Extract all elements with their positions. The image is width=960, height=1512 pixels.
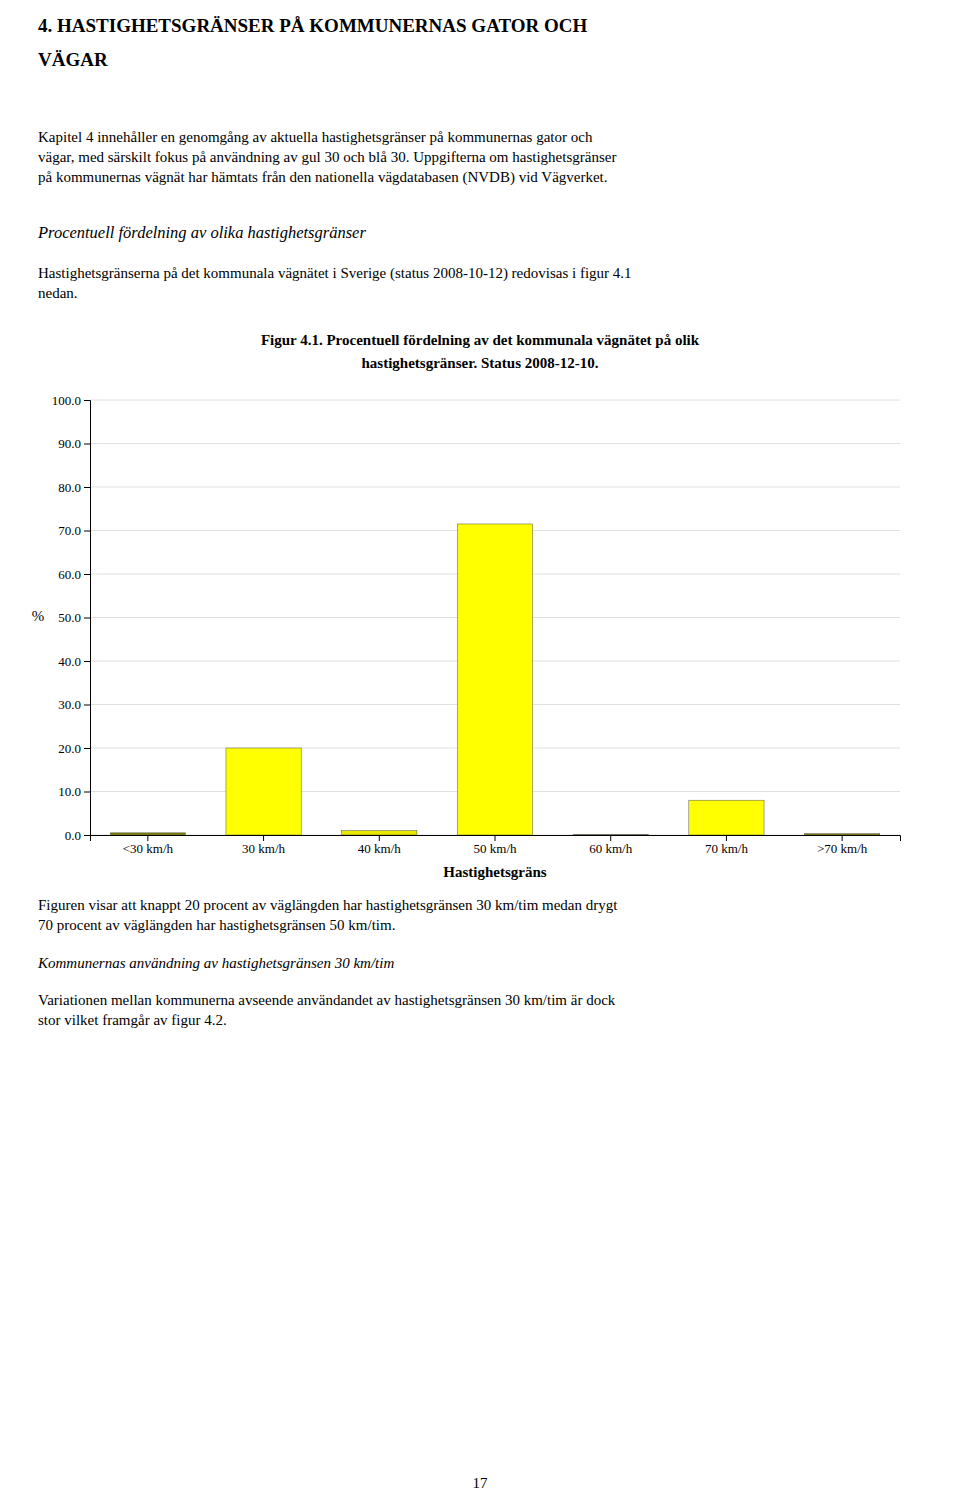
body-text: Figuren visar att knappt 20 procent av v… — [38, 897, 618, 913]
y-tick-mark — [84, 705, 90, 706]
x-tick-mark — [726, 835, 727, 841]
x-tick: 40 km/h — [358, 835, 401, 856]
page: 4. HASTIGHETSGRÄNSER PÅ KOMMUNERNAS GATO… — [0, 0, 960, 1512]
x-tick: 30 km/h — [242, 835, 285, 856]
x-tick-label: >70 km/h — [817, 841, 868, 856]
bar — [110, 833, 185, 835]
y-tick: 0.0 — [65, 828, 90, 843]
y-axis-title: % — [32, 608, 45, 624]
y-tick: 60.0 — [58, 567, 90, 582]
body-text: Kapitel 4 innehåller en genomgång av akt… — [38, 129, 593, 145]
x-tick-label: 60 km/h — [589, 841, 632, 856]
y-tick-mark — [84, 835, 90, 836]
y-tick: 20.0 — [58, 741, 90, 756]
y-tick-label: 90.0 — [58, 436, 81, 451]
y-tick-label: 20.0 — [58, 741, 81, 756]
bar — [457, 524, 532, 835]
chart-title: Figur 4.1. Procentuell fördelning av det… — [261, 332, 700, 348]
x-tick-mark — [610, 835, 611, 841]
bar — [573, 834, 648, 835]
page-title: 4. HASTIGHETSGRÄNSER PÅ KOMMUNERNAS GATO… — [38, 15, 588, 36]
y-tick-label: 80.0 — [58, 480, 81, 495]
grid — [90, 400, 900, 835]
x-tick: <30 km/h — [123, 835, 174, 856]
page-title: VÄGAR — [38, 49, 108, 70]
y-axis: 0.0 10.0 20.0 30.0 40.0 50.0 60.0 70.0 80.0 90.0 1… — [52, 393, 91, 843]
chart-title: hastighetsgränser. Status 2008-12-10. — [362, 355, 599, 371]
y-tick-label: 60.0 — [58, 567, 81, 582]
body-text: på kommunernas vägnät har hämtats från d… — [38, 169, 608, 186]
page-number: 17 — [473, 1475, 489, 1491]
bar — [689, 800, 764, 835]
x-axis: <30 km/h 30 km/h 40 km/h 50 km/h 60 km/h 70 k… — [91, 835, 901, 856]
x-tick: 60 km/h — [589, 835, 632, 856]
x-tick: 70 km/h — [705, 835, 748, 856]
bar — [226, 748, 301, 835]
x-tick-label: 30 km/h — [242, 841, 285, 856]
x-tick-mark — [842, 835, 843, 841]
y-tick-label: 30.0 — [58, 697, 81, 712]
y-tick-label: 50.0 — [58, 610, 81, 625]
y-tick: 40.0 — [58, 654, 90, 669]
bar — [805, 834, 880, 835]
x-tick-mark — [379, 835, 380, 841]
y-tick-mark — [84, 531, 90, 532]
body-text: nedan. — [38, 285, 78, 301]
section-heading: Kommunernas användning av hastighetsgrän… — [37, 955, 394, 971]
grid-line — [90, 487, 900, 488]
y-tick-label: 40.0 — [58, 654, 81, 669]
y-tick-label: 70.0 — [58, 523, 81, 538]
body-text: stor vilket framgår av figur 4.2. — [38, 1012, 227, 1028]
y-tick-mark — [84, 792, 90, 793]
body-text: Hastighetsgränserna på det kommunala väg… — [38, 265, 632, 282]
y-tick-mark — [84, 618, 90, 619]
y-tick: 70.0 — [58, 523, 90, 538]
x-tick-mark — [263, 835, 264, 841]
y-tick-mark — [84, 487, 90, 488]
body-text: 70 procent av väglängden har hastighetsg… — [38, 917, 395, 933]
bars — [110, 524, 880, 835]
x-tick: >70 km/h — [817, 835, 868, 856]
y-tick: 50.0 — [58, 610, 90, 625]
grid-line — [90, 400, 900, 401]
y-tick: 10.0 — [58, 784, 90, 799]
x-tick-label: 50 km/h — [474, 841, 517, 856]
body-text: Variationen mellan kommunerna avseende a… — [38, 992, 616, 1008]
x-tick-label: 70 km/h — [705, 841, 748, 856]
y-tick-mark — [84, 574, 90, 575]
x-tick: 50 km/h — [474, 835, 517, 856]
x-axis-title: Hastighetsgräns — [443, 864, 547, 880]
y-tick-label: 10.0 — [58, 784, 81, 799]
y-axis-line — [84, 401, 91, 836]
section-heading: Procentuell fördelning av olika hastighe… — [37, 223, 366, 242]
y-tick-mark — [84, 444, 90, 445]
y-tick: 30.0 — [58, 697, 90, 712]
y-tick-mark — [84, 661, 90, 662]
x-tick-mark — [147, 835, 148, 841]
bar — [342, 831, 417, 835]
grid-line — [90, 443, 900, 444]
y-tick: 80.0 — [58, 480, 90, 495]
body-text: vägar, med särskilt fokus på användning … — [38, 149, 616, 165]
x-tick-label: <30 km/h — [123, 841, 174, 856]
y-tick-mark — [84, 400, 90, 401]
y-tick: 100.0 — [52, 393, 90, 408]
x-tick-label: 40 km/h — [358, 841, 401, 856]
y-tick: 90.0 — [58, 436, 90, 451]
x-axis-line — [91, 836, 901, 842]
y-tick-label: 0.0 — [65, 828, 81, 843]
y-tick-label: 100.0 — [52, 393, 81, 408]
x-tick-mark — [495, 835, 496, 841]
chart: 0.0 10.0 20.0 30.0 40.0 50.0 60.0 70.0 80.0 90.0 1… — [52, 393, 901, 857]
y-tick-mark — [84, 748, 90, 749]
